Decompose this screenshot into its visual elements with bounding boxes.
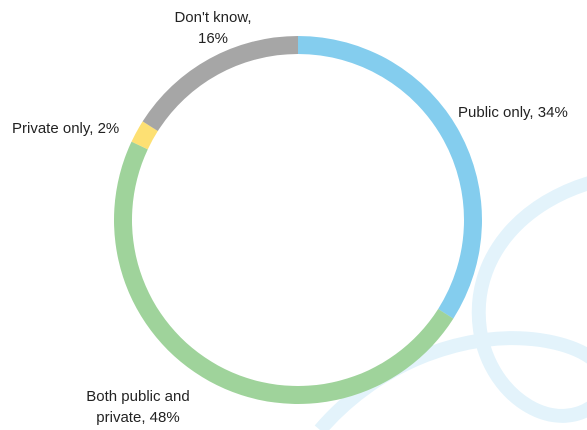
donut-slice: [142, 36, 298, 132]
donut-slice: [298, 36, 483, 319]
slice-label: Public only, 34%: [458, 104, 568, 121]
slice-label: Both public and private, 48%: [86, 388, 190, 426]
donut-slice: [131, 121, 158, 150]
slice-label: Private only, 2%: [12, 120, 120, 137]
donut-slice: [113, 141, 454, 405]
slice-label: Don't know, 16%: [174, 9, 252, 47]
